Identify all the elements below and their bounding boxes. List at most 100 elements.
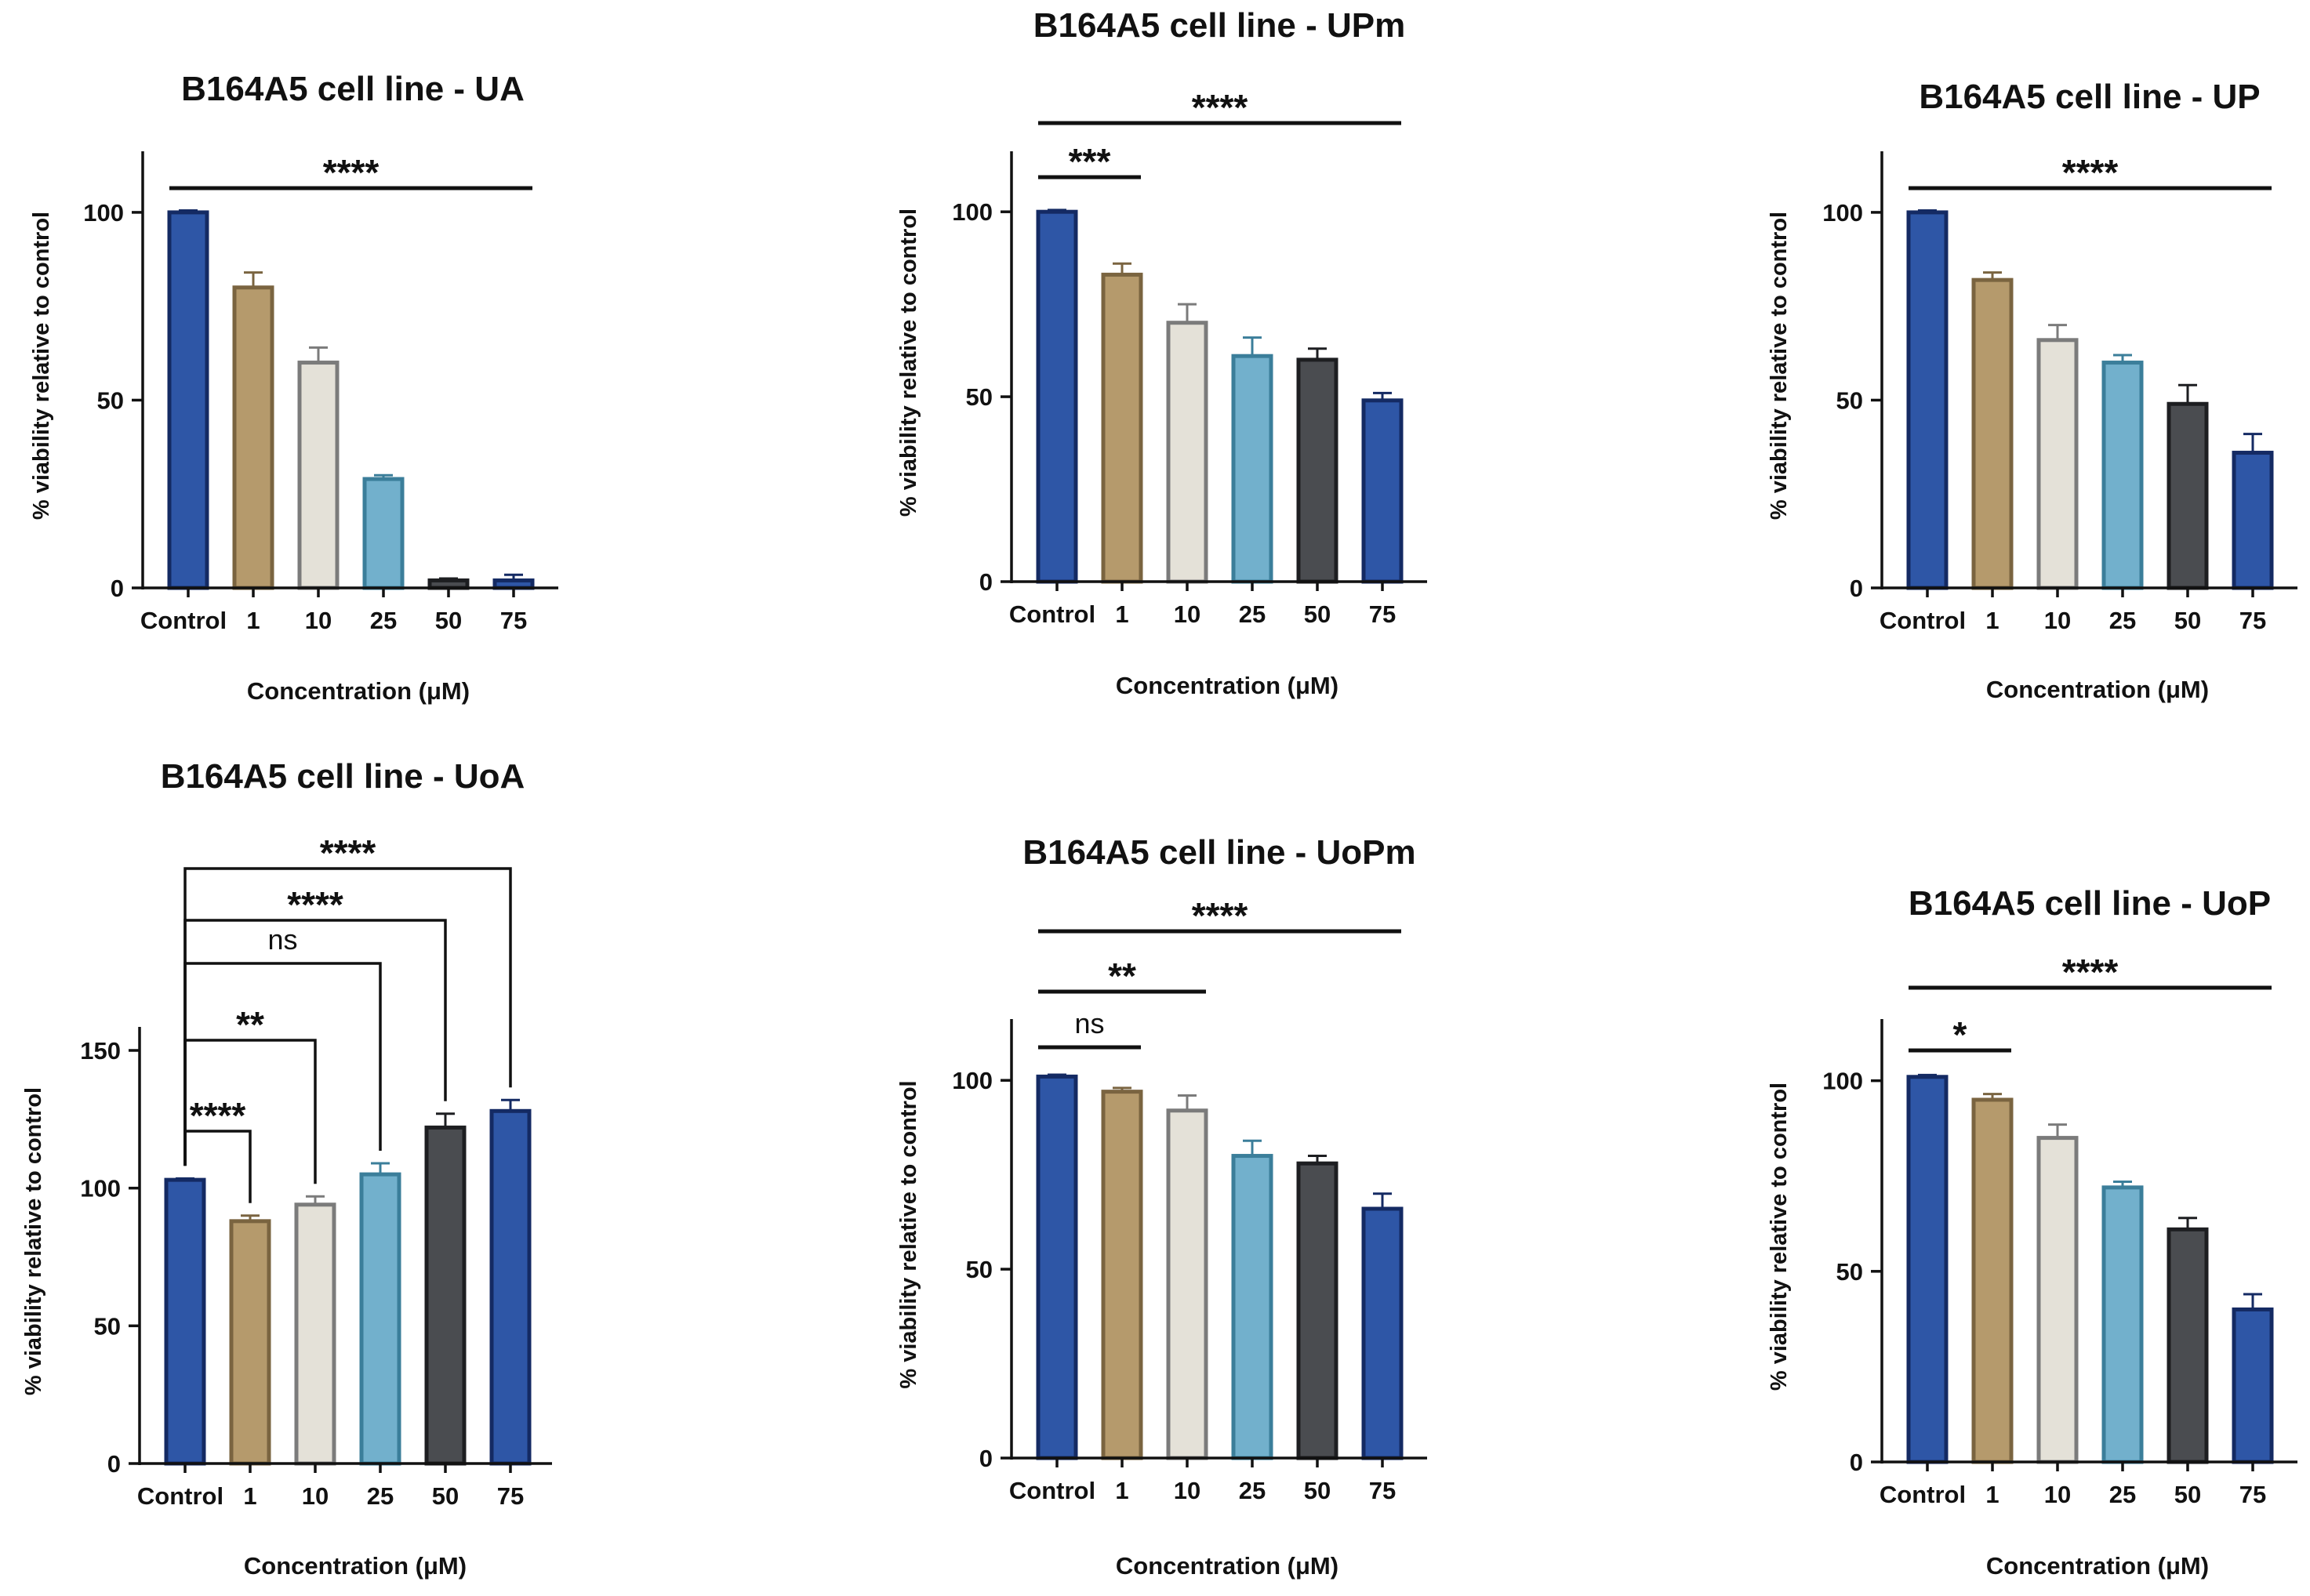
x-tick-label: 50 — [2174, 607, 2201, 634]
x-tick-label: 1 — [1115, 600, 1128, 628]
x-tick-label: Control — [1880, 1481, 1966, 1508]
x-tick-label: 25 — [1239, 600, 1266, 628]
bar-control — [1036, 209, 1078, 584]
significance-label: *** — [1069, 141, 1111, 182]
bar-1 — [232, 285, 274, 590]
y-tick-label: 50 — [1836, 386, 1863, 414]
chart-title: B164A5 cell line - UPm — [1033, 6, 1405, 45]
x-tick-label: 75 — [1369, 600, 1396, 628]
x-tick-label: 25 — [370, 607, 397, 634]
bar-10 — [2036, 338, 2079, 590]
significance-label: **** — [323, 152, 380, 193]
bar-10 — [2036, 1136, 2079, 1464]
bar-control — [167, 210, 209, 590]
chart-panel-5: B164A5 cell line - UoPm 0 50 100 Control 1 10 2… — [896, 833, 1427, 1580]
x-tick-label: Control — [137, 1482, 223, 1510]
y-tick-label: 0 — [979, 568, 993, 596]
chart-title: B164A5 cell line - UoA — [161, 757, 525, 796]
chart-title: B164A5 cell line - UoPm — [1022, 833, 1415, 872]
significance-label: **** — [1192, 895, 1248, 936]
bar-control — [1906, 1075, 1949, 1464]
chart-panel-3: B164A5 cell line - UP 0 50 100 Control 1 10 25 5… — [1767, 78, 2297, 703]
bar-25 — [2101, 361, 2144, 590]
y-tick-label: 0 — [111, 575, 124, 602]
x-axis-label: Concentration (μM) — [247, 677, 470, 705]
x-tick-label: 75 — [1369, 1477, 1396, 1504]
x-tick-label: 1 — [1115, 1477, 1128, 1504]
y-tick-label: 100 — [952, 1067, 993, 1094]
y-tick-label: 150 — [80, 1037, 121, 1065]
y-axis-label: % viability relative to control — [21, 1087, 46, 1395]
x-tick-label: 25 — [2109, 1481, 2136, 1508]
significance-label: ** — [236, 1004, 264, 1045]
x-tick-label: Control — [140, 607, 227, 634]
x-tick-label: Control — [1009, 1477, 1095, 1504]
y-tick-label: 0 — [979, 1445, 993, 1472]
x-tick-label: 10 — [2044, 607, 2071, 634]
x-tick-label: 25 — [2109, 607, 2136, 634]
y-tick-label: 50 — [966, 383, 993, 411]
y-tick-label: 100 — [83, 199, 124, 227]
x-tick-label: 50 — [1304, 600, 1331, 628]
x-tick-label: 1 — [1985, 607, 1999, 634]
bar-25 — [2101, 1185, 2144, 1464]
bar-50 — [1296, 1161, 1338, 1460]
chart-title: B164A5 cell line - UP — [1919, 78, 2260, 116]
x-tick-label: 1 — [243, 1482, 256, 1510]
y-axis-label: % viability relative to control — [29, 212, 54, 520]
bar-75 — [1361, 398, 1404, 584]
significance-label: ns — [267, 923, 297, 956]
y-axis-label: % viability relative to control — [896, 209, 921, 517]
x-tick-label: 75 — [500, 607, 527, 634]
bar-50 — [2167, 401, 2209, 590]
y-tick-label: 0 — [1850, 1449, 1863, 1476]
significance-label: ns — [1074, 1007, 1104, 1039]
y-tick-label: 0 — [1850, 575, 1863, 602]
x-axis-label: Concentration (μM) — [1116, 672, 1338, 699]
y-axis-label: % viability relative to control — [1767, 212, 1792, 520]
x-tick-label: 10 — [2044, 1481, 2071, 1508]
bar-75 — [489, 1108, 532, 1466]
y-axis-label: % viability relative to control — [896, 1080, 921, 1388]
x-tick-label: 50 — [1304, 1477, 1331, 1504]
x-tick-label: 25 — [1239, 1477, 1266, 1504]
significance-label: **** — [2062, 152, 2119, 193]
y-tick-label: 100 — [80, 1175, 121, 1202]
y-axis-label: % viability relative to control — [1767, 1083, 1792, 1391]
x-tick-label: Control — [1880, 607, 1966, 634]
x-tick-label: 75 — [2239, 1481, 2266, 1508]
x-tick-label: 50 — [432, 1482, 459, 1510]
x-axis-label: Concentration (μM) — [244, 1552, 467, 1580]
chart-panel-2: B164A5 cell line - UPm 0 50 100 Control 1 10 25… — [896, 6, 1427, 699]
x-tick-label: Control — [1009, 600, 1095, 628]
y-tick-label: 0 — [107, 1450, 121, 1478]
chart-panel-1: B164A5 cell line - UA 0 50 100 Control 1 10 25 5… — [29, 70, 558, 705]
significance-label: **** — [1192, 87, 1248, 128]
x-tick-label: 10 — [305, 607, 332, 634]
significance-label: * — [1953, 1014, 1967, 1055]
chart-title: B164A5 cell line - UoP — [1909, 884, 2271, 923]
x-tick-label: 75 — [2239, 607, 2266, 634]
y-tick-label: 50 — [97, 386, 124, 414]
y-tick-label: 50 — [94, 1312, 121, 1340]
bar-10 — [297, 361, 340, 590]
significance-label: **** — [320, 832, 376, 873]
x-axis-label: Concentration (μM) — [1116, 1552, 1338, 1580]
bar-10 — [1166, 321, 1208, 584]
bar-1 — [1971, 1097, 2014, 1464]
bar-1 — [1971, 277, 2014, 590]
x-tick-label: 1 — [246, 607, 260, 634]
chart-panel-6: B164A5 cell line - UoP 0 50 100 Control 1 10 25… — [1767, 884, 2297, 1580]
bar-75 — [2232, 451, 2274, 590]
significance-label: **** — [190, 1095, 246, 1136]
bar-25 — [1231, 1154, 1273, 1460]
bar-25 — [1231, 354, 1273, 584]
x-tick-label: 10 — [1174, 600, 1200, 628]
chart-title: B164A5 cell line - UA — [181, 70, 525, 108]
bar-25 — [362, 477, 405, 590]
x-axis-label: Concentration (μM) — [1986, 676, 2209, 703]
bar-control — [1906, 210, 1949, 590]
chart-panel-4: B164A5 cell line - UoA 0 50 100 150 Control 1 1… — [21, 757, 552, 1580]
significance-label: ** — [1108, 956, 1136, 996]
